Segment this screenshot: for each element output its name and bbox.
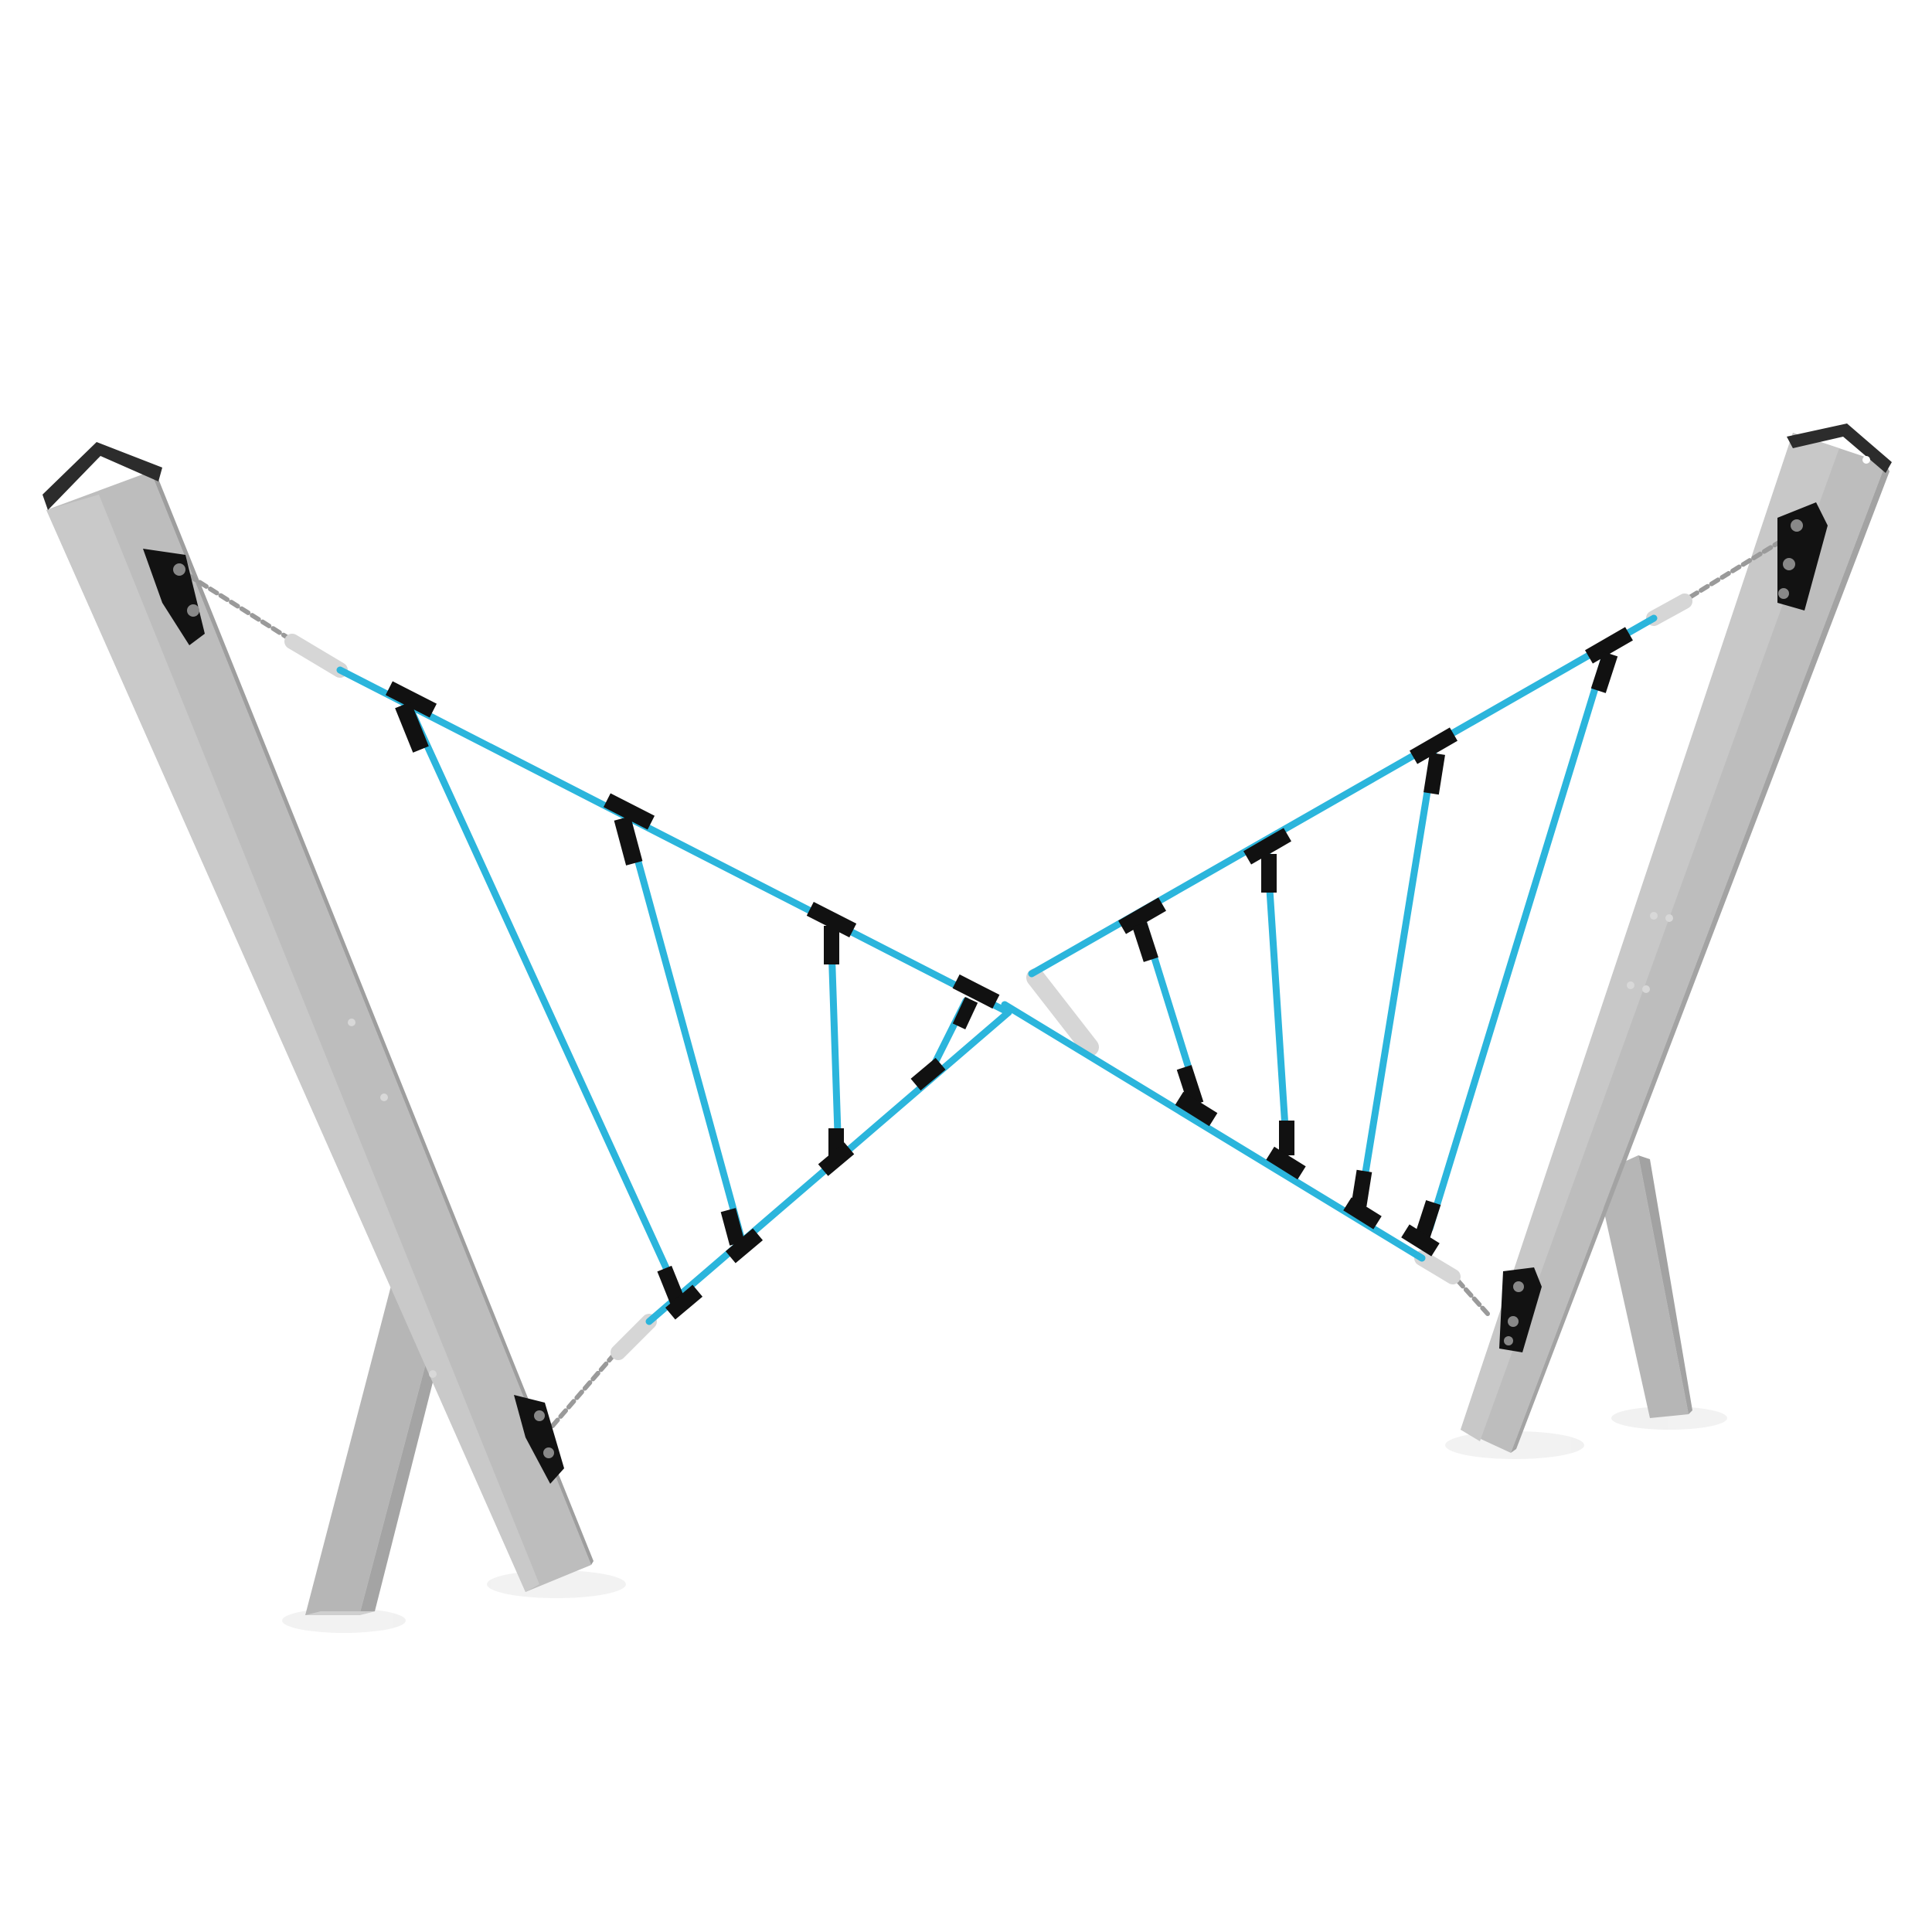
connector-tl-4 (952, 974, 1000, 1030)
right-back-leg (1596, 1155, 1689, 1418)
connector-tr-3 (1243, 828, 1291, 893)
right-post-bolt-4 (1642, 985, 1650, 993)
brackets (143, 502, 1828, 1484)
rope-main-left-high (336, 666, 1012, 1016)
connector-bl-3 (818, 1128, 855, 1176)
connector-br-4 (1175, 1065, 1218, 1127)
right-post-bolt-3 (1627, 981, 1634, 989)
connector-tr-4 (1118, 897, 1166, 962)
chain-top-left (187, 573, 296, 644)
left-post-bolt-1 (348, 1019, 355, 1026)
right-post-bolt-2 (1665, 914, 1673, 922)
sleeve-center (1026, 968, 1099, 1056)
connectors (385, 627, 1633, 1320)
left-main-post-side (151, 471, 594, 1565)
shadow-right-back (1611, 1406, 1727, 1430)
connector-tl-3 (806, 902, 857, 964)
connector-bl-4 (910, 1057, 946, 1091)
left-cap-screw (73, 483, 81, 491)
connector-tr-1 (1585, 627, 1633, 693)
connector-tl-1 (385, 681, 437, 753)
left-post-cap (43, 442, 162, 510)
right-main-post-side (1511, 464, 1889, 1453)
rope-right-vert-3 (1264, 850, 1291, 1155)
bracket-top-right (1777, 502, 1828, 611)
connector-tr-2 (1410, 727, 1458, 795)
left-post-bolt-2 (380, 1094, 388, 1101)
left-back-leg-foot (305, 1611, 375, 1615)
connector-br-3 (1266, 1121, 1306, 1180)
left-back-leg (305, 1283, 439, 1615)
chain-top-right (1679, 539, 1784, 605)
bracket-bottom-left (514, 1395, 564, 1484)
rope-left-vert-2 (622, 813, 746, 1244)
right-post-cap (1787, 423, 1892, 473)
bracket-top-left (143, 549, 205, 645)
sleeve-bottom-left (611, 1314, 657, 1360)
right-post-bolt-1 (1650, 912, 1658, 920)
bracket-bottom-right (1499, 1267, 1542, 1352)
rope-right-vert-2 (1356, 750, 1437, 1209)
connector-tl-2 (603, 793, 655, 866)
sleeve-bottom-right (1414, 1250, 1461, 1284)
rope-left-vert-1 (406, 703, 684, 1302)
ropes (336, 614, 1658, 1325)
sleeves (284, 594, 1692, 1360)
right-main-post-face-light (1461, 433, 1839, 1441)
left-main-post-face-light (46, 495, 539, 1592)
sleeve-top-right (1646, 594, 1692, 626)
right-frame (1461, 423, 1892, 1453)
connector-bl-2 (720, 1208, 764, 1264)
rope-right-vert-1 (1426, 657, 1607, 1233)
right-cap-screw (1862, 456, 1870, 464)
connector-bl-1 (657, 1265, 703, 1320)
sleeve-top-left (284, 634, 348, 678)
connector-br-2 (1343, 1169, 1382, 1230)
right-back-leg-side (1638, 1155, 1692, 1414)
left-post-bolt-3 (429, 1370, 437, 1378)
connector-br-1 (1401, 1199, 1441, 1257)
left-back-leg-side (359, 1306, 452, 1615)
left-frame (43, 442, 594, 1615)
